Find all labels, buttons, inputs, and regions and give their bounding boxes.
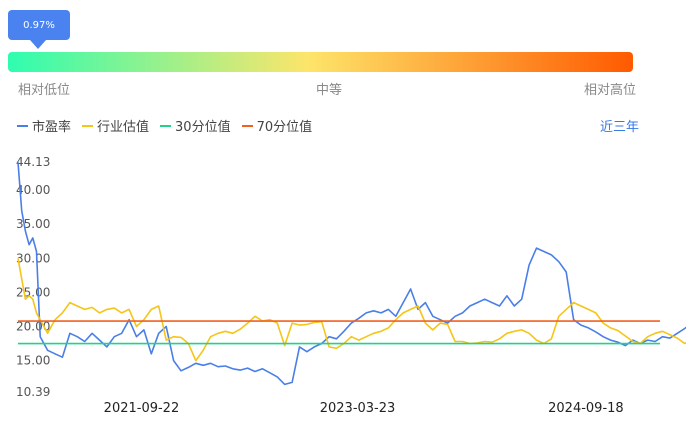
- percentile-value: 0.97%: [23, 19, 55, 31]
- y-tick-label: 40.00: [16, 183, 50, 197]
- high-label: 相对高位: [584, 83, 637, 98]
- legend-label-p70: 70分位值: [256, 120, 313, 135]
- legend-swatch-p30: [160, 124, 172, 127]
- y-tick-label: 15.00: [16, 354, 50, 368]
- y-tick-label: 30.00: [16, 251, 50, 265]
- legend-item-p70[interactable]: 70分位值: [241, 116, 313, 135]
- legend-swatch-pe: [17, 124, 28, 127]
- y-tick-label: 35.00: [16, 217, 50, 231]
- x-tick-label: 2021-09-22: [104, 401, 180, 416]
- low-label: 相对低位: [18, 83, 71, 98]
- range-selector-link[interactable]: 近三年: [600, 120, 640, 135]
- series-line-industry: [17, 258, 686, 362]
- legend-label-pe: 市盈率: [32, 120, 72, 135]
- y-tick-label: 25.00: [16, 285, 50, 299]
- legend-item-pe[interactable]: 市盈率: [17, 116, 71, 135]
- legend-label-p30: 30分位值: [175, 120, 231, 135]
- percentile-tooltip: 0.97%: [8, 10, 70, 40]
- chart-legend: 市盈率 行业估值 30分位值 70分位值: [17, 116, 323, 135]
- legend-swatch-industry: [82, 124, 94, 127]
- legend-item-p30[interactable]: 30分位值: [160, 116, 231, 135]
- y-tick-label: 10.39: [16, 385, 50, 399]
- legend-item-industry[interactable]: 行业估值: [82, 116, 149, 135]
- y-tick-label: 44.13: [16, 155, 50, 169]
- valuation-gradient-bar: [8, 52, 633, 72]
- series-line-pe: [17, 162, 686, 386]
- tooltip-arrow: [30, 40, 46, 49]
- legend-swatch-p70: [241, 124, 253, 127]
- legend-label-industry: 行业估值: [97, 120, 150, 135]
- x-tick-label: 2023-03-23: [320, 401, 396, 416]
- mid-label: 中等: [316, 83, 343, 98]
- x-tick-label: 2024-09-18: [548, 401, 624, 416]
